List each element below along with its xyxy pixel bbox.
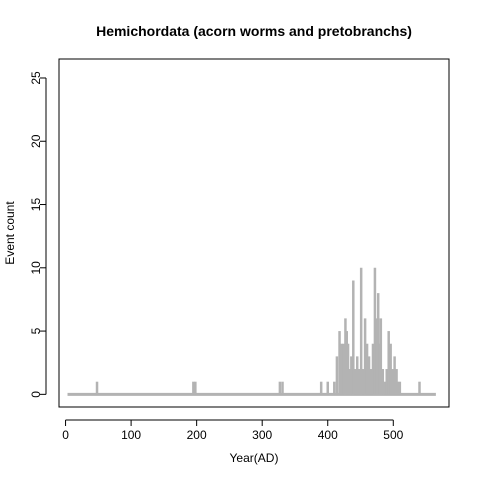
y-axis-label: Event count	[3, 201, 17, 265]
chart-title: Hemichordata (acorn worms and pretobranc…	[96, 23, 412, 39]
y-tick-label: 0	[29, 391, 43, 398]
y-tick-label: 15	[29, 198, 43, 212]
x-axis-label: Year(AD)	[230, 451, 279, 465]
bars-group	[67, 267, 436, 396]
x-tick-label: 100	[121, 428, 141, 442]
y-tick-label: 20	[29, 134, 43, 148]
y-tick-label: 10	[29, 261, 43, 275]
x-tick-label: 500	[383, 428, 403, 442]
y-tick-label: 5	[29, 327, 43, 334]
y-tick-label: 25	[29, 71, 43, 85]
x-tick-label: 300	[252, 428, 272, 442]
x-axis: 0 100 200 300 400 500	[62, 419, 404, 442]
x-tick-label: 0	[62, 428, 69, 442]
x-tick-label: 400	[318, 428, 338, 442]
x-tick-label: 200	[187, 428, 207, 442]
plot-box	[58, 58, 450, 408]
y-axis: 0 5 10 15 20 25	[29, 71, 47, 398]
